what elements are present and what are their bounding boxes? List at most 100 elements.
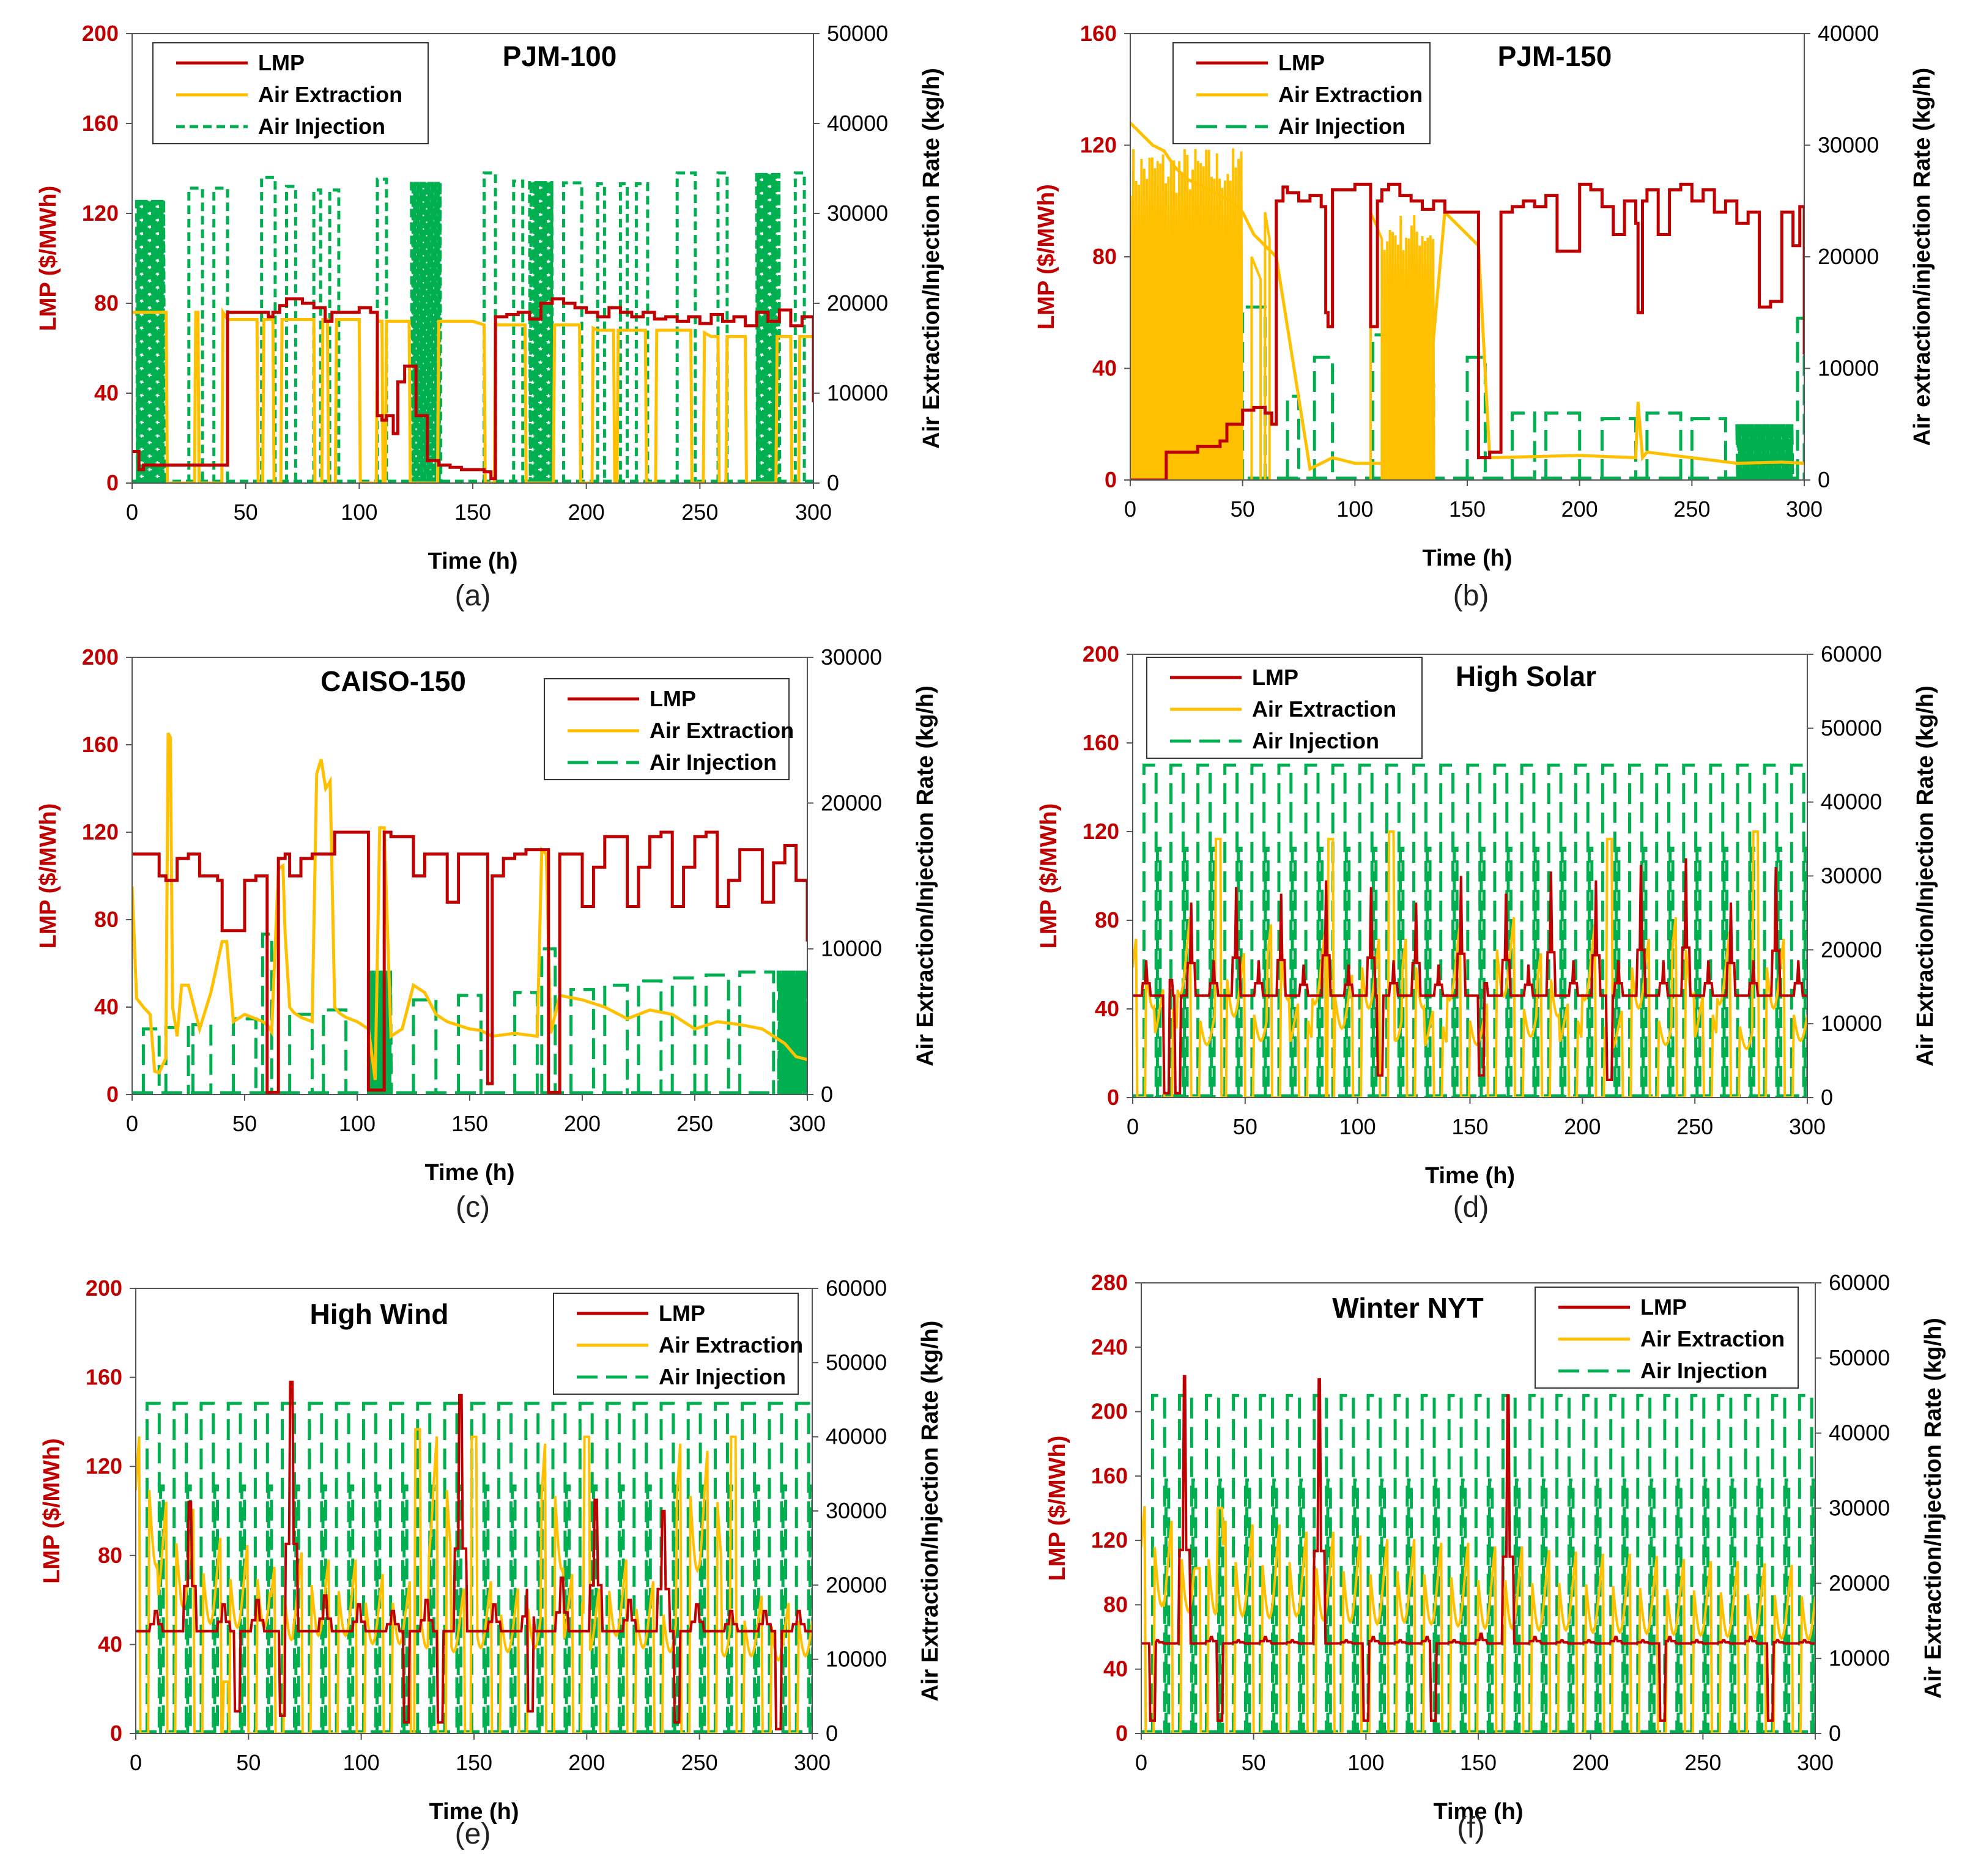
y-tick-label: 0 [1105,467,1117,492]
legend-label: Air Extraction [258,82,402,107]
air-injection-pulse [1205,1394,1220,1734]
chart-panel-c: 0 50 100 150 200 250 300 0 40 80 120 160 200 0 10000 20… [35,644,938,1224]
legend-label: Air Injection [1278,114,1405,139]
x-tick-label: 100 [341,500,377,525]
air-injection-pulse [1663,1394,1679,1734]
y-tick-label: 80 [1092,244,1117,269]
plot-area [136,1380,812,1734]
air-injection-pulse [322,1008,348,1095]
y-tick-label: 280 [1091,1270,1128,1295]
air-extraction-line [136,1428,812,1734]
chart-title: PJM-150 [1498,40,1612,72]
y2-tick-label: 60000 [826,1276,887,1301]
air-injection-pulse [670,976,697,1095]
air-injection-pulse [376,1484,382,1734]
air-injection-pulse [1528,1394,1544,1734]
air-injection-pulse [159,1484,165,1734]
legend-label: LMP [650,686,696,711]
legend-label: LMP [1640,1294,1687,1320]
legend-label: LMP [1252,665,1298,690]
y2-tick-label: 40000 [826,1424,887,1449]
air-injection-pulse [1232,1394,1247,1734]
y2-tick-label: 50000 [827,21,888,46]
air-injection-pulse [591,1484,598,1734]
legend-label: Air Extraction [1252,696,1396,722]
air-injection-pulse [1744,1394,1760,1734]
x-tick-label: 250 [1676,1114,1713,1139]
air-injection-pulse [754,1484,760,1734]
air-injection-pulse [1210,846,1216,1098]
air-injection-pulse [1272,1478,1278,1734]
air-extraction-spikes [1250,256,1262,480]
air-injection-pulse [187,186,204,483]
y-tick-label: 120 [1080,133,1117,158]
y2-axis-label: Air Extraction/Injection Rate (kg/h) [1913,685,1938,1066]
y-tick-label: 160 [1080,21,1117,46]
y-tick-label: 200 [82,644,119,670]
air-injection-pulse [1393,1394,1409,1734]
chart-panel-a: 0 50 100 150 200 250 300 0 40 80 120 160 200 0 10000 20… [35,21,944,612]
x-tick-label: 250 [681,1750,718,1775]
air-injection-pulse [1259,1394,1274,1734]
air-injection-pulse [1474,1394,1490,1734]
air-injection-pulse [512,179,525,483]
air-extraction-spikes [1383,215,1435,480]
x-tick-label: 50 [1233,1114,1257,1139]
chart-panel-d: 0 50 100 150 200 250 300 0 40 80 120 160 200 0 10000 20… [1036,641,1938,1224]
x-axis-label: Time (h) [429,1799,519,1825]
chart-title: CAISO-150 [320,665,466,697]
air-injection-pulse [1353,1478,1359,1734]
y2-tick-label: 60000 [1821,641,1882,667]
chart-panel-f: 0 50 100 150 200 250 300 0 40 80 120 160 200 240 280 0 1… [1045,1270,1946,1844]
air-injection-pulse [1479,846,1486,1098]
lmp-line [136,1380,812,1730]
panel-caption: (e) [455,1818,491,1850]
air-injection-pulse [1771,1394,1787,1734]
x-tick-label: 150 [1451,1114,1488,1139]
plot-area [1130,122,1804,480]
air-injection-pulse [1803,846,1807,1098]
y-axis-label: LMP ($/MWh) [1045,1436,1070,1581]
y2-tick-label: 30000 [827,201,888,226]
y2-tick-label: 30000 [1818,133,1879,158]
air-injection-pulse [1237,846,1243,1098]
air-injection-pulse [1245,1478,1251,1734]
x-tick-label: 250 [1684,1750,1721,1775]
y-tick-label: 80 [1103,1592,1128,1617]
x-tick-label: 150 [1449,497,1486,522]
legend-label: Air Injection [1640,1358,1768,1383]
x-axis-label: Time (h) [424,1160,514,1186]
air-injection-pulse [1286,1394,1302,1734]
air-injection-pulse [634,182,650,483]
y2-tick-label: 0 [821,1082,833,1107]
air-injection-pulse [212,186,229,483]
air-injection-pulse [562,181,583,483]
y2-tick-label: 40000 [1821,789,1882,814]
y-tick-label: 80 [98,1543,122,1568]
air-injection-pulse [511,1484,517,1734]
y-axis-label: LMP ($/MWh) [35,186,61,331]
air-injection-pulse [646,1484,652,1734]
y2-axis-label: Air Extraction/Injection Rate (kg/h) [919,68,944,449]
air-injection-pulse [1811,1478,1815,1734]
air-injection-pulse [1286,394,1300,480]
air-injection-pulse [191,1023,213,1095]
x-tick-label: 100 [1339,1114,1376,1139]
air-injection-pulse [1582,1394,1598,1734]
y-tick-label: 0 [106,470,119,495]
y-tick-label: 80 [1095,907,1119,932]
air-extraction-line [1141,1505,1815,1734]
x-tick-label: 0 [126,500,138,525]
air-injection-pulse [1339,1394,1355,1734]
y2-axis-label: Air Extraction/Injection Rate (kg/h) [917,1321,943,1702]
air-extraction-spikes [1264,212,1271,480]
x-tick-label: 300 [795,500,832,525]
air-injection-pulse [366,970,393,1095]
y2-tick-label: 60000 [1829,1270,1890,1295]
y2-tick-label: 20000 [1818,244,1879,269]
air-injection-pulse [1313,355,1335,480]
air-injection-pulse [1344,846,1351,1098]
air-injection-pulse [1155,846,1162,1098]
chart-title: High Solar [1456,660,1596,692]
